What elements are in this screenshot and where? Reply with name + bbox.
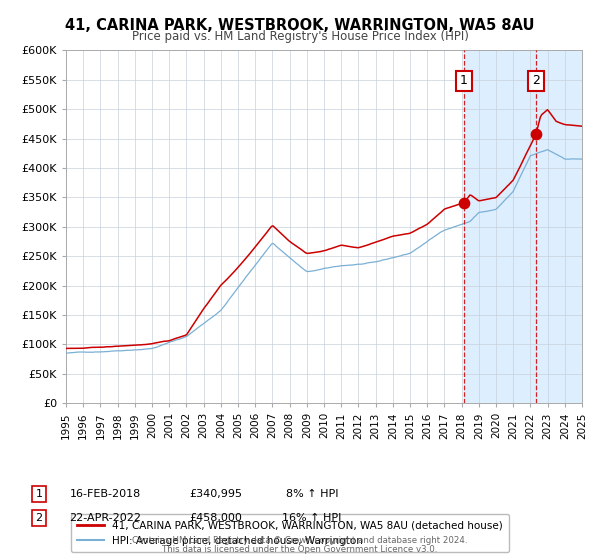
Point <box>459 198 469 207</box>
Text: 2: 2 <box>35 513 43 523</box>
Text: 1: 1 <box>460 74 468 87</box>
Text: 41, CARINA PARK, WESTBROOK, WARRINGTON, WA5 8AU: 41, CARINA PARK, WESTBROOK, WARRINGTON, … <box>65 18 535 33</box>
Text: 8% ↑ HPI: 8% ↑ HPI <box>286 489 338 499</box>
Text: 2: 2 <box>532 74 540 87</box>
Legend: 41, CARINA PARK, WESTBROOK, WARRINGTON, WA5 8AU (detached house), HPI: Average p: 41, CARINA PARK, WESTBROOK, WARRINGTON, … <box>71 514 509 552</box>
Text: £340,995: £340,995 <box>190 489 242 499</box>
Text: 16% ↑ HPI: 16% ↑ HPI <box>283 513 341 523</box>
Text: 1: 1 <box>35 489 43 499</box>
Text: 22-APR-2022: 22-APR-2022 <box>69 513 141 523</box>
Text: £458,000: £458,000 <box>190 513 242 523</box>
Text: Price paid vs. HM Land Registry's House Price Index (HPI): Price paid vs. HM Land Registry's House … <box>131 30 469 43</box>
Text: 16-FEB-2018: 16-FEB-2018 <box>70 489 140 499</box>
Text: This data is licensed under the Open Government Licence v3.0.: This data is licensed under the Open Gov… <box>163 545 437 554</box>
Bar <box>464 50 582 403</box>
Point <box>531 129 541 138</box>
Text: Contains HM Land Registry data © Crown copyright and database right 2024.: Contains HM Land Registry data © Crown c… <box>132 536 468 545</box>
